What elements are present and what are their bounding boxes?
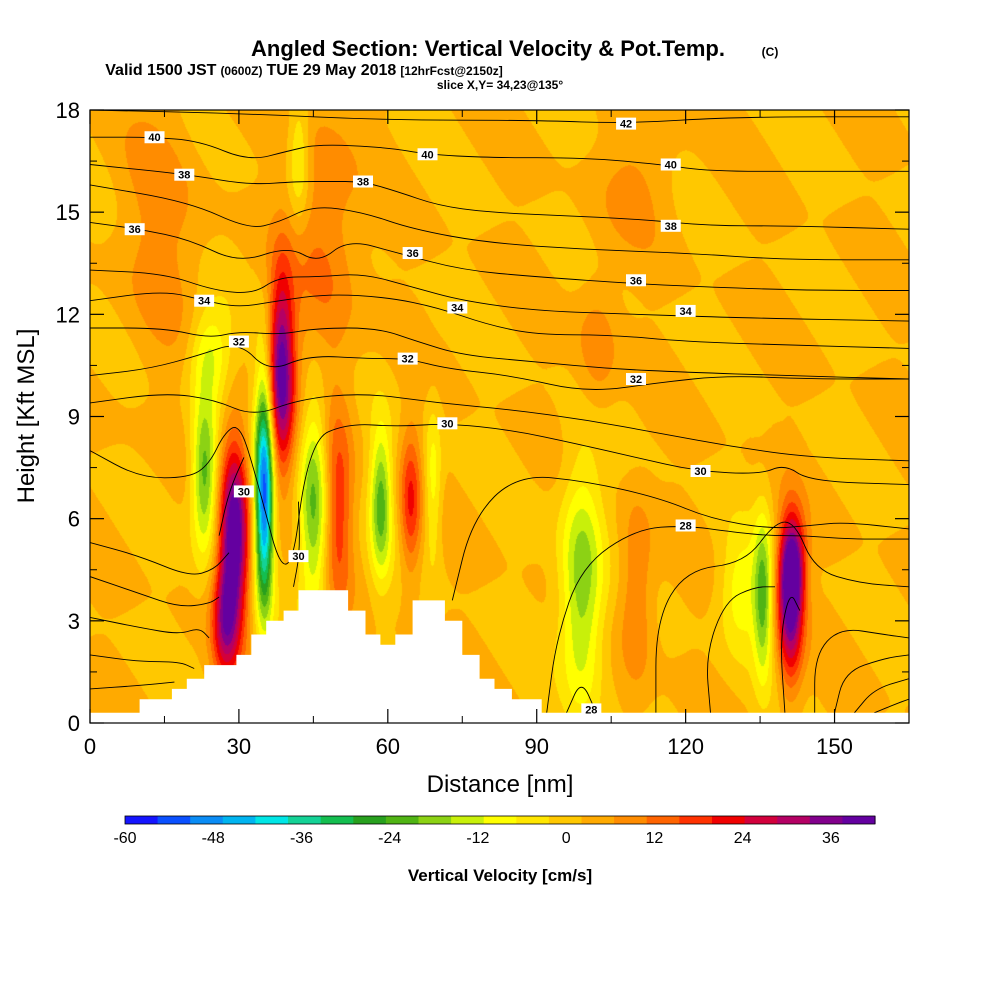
vertical-velocity-field [90, 110, 909, 723]
contour-label: 34 [198, 296, 211, 308]
colorbar-swatch [614, 816, 647, 824]
colorbar-swatch [842, 816, 875, 824]
y-tick-label: 18 [56, 98, 80, 123]
colorbar-tick-label: 24 [734, 830, 752, 847]
y-tick-label: 0 [68, 711, 80, 736]
contour-label: 32 [630, 374, 642, 386]
colorbar-swatch [712, 816, 745, 824]
x-axis-label: Distance [nm] [427, 771, 574, 798]
contour-label: 32 [233, 337, 245, 349]
colorbar-swatch [549, 816, 582, 824]
chart-title: Angled Section: Vertical Velocity & Pot.… [251, 36, 725, 61]
contour-label: 34 [680, 306, 693, 318]
valid-time-line: Valid 1500 JST (0600Z) TUE 29 May 2018 [12h… [105, 62, 503, 79]
contour-label: 38 [665, 221, 677, 233]
figure: Angled Section: Vertical Velocity & Pot.… [0, 0, 1000, 1000]
colorbar-tick-label: 0 [562, 830, 571, 847]
contour-label: 40 [421, 149, 433, 161]
colorbar-swatch [158, 816, 191, 824]
colorbar-swatch [516, 816, 549, 824]
colorbar-swatch [647, 816, 680, 824]
contour-label: 40 [665, 159, 677, 171]
contour-label: 38 [357, 177, 369, 189]
colorbar-swatch [745, 816, 778, 824]
contour-label: 30 [238, 486, 250, 498]
colorbar-swatch [451, 816, 484, 824]
x-tick-label: 90 [524, 734, 548, 759]
colorbar-swatch [353, 816, 386, 824]
colorbar-tick-label: 12 [646, 830, 664, 847]
colorbar-swatch [810, 816, 843, 824]
colorbar-label: Vertical Velocity [cm/s] [408, 866, 592, 885]
colorbar-swatch [484, 816, 517, 824]
contour-label: 36 [407, 248, 419, 260]
x-tick-label: 150 [816, 734, 853, 759]
x-tick-label: 60 [376, 734, 400, 759]
colorbar-tick-label: -60 [113, 830, 136, 847]
colorbar-swatch [288, 816, 321, 824]
contour-label: 36 [129, 224, 141, 236]
y-tick-label: 15 [56, 200, 80, 225]
colorbar-swatch [255, 816, 288, 824]
colorbar-swatch [386, 816, 419, 824]
y-tick-label: 9 [68, 405, 80, 430]
valid-prefix: Valid 1500 JST [105, 62, 216, 79]
colorbar-tick-label: -24 [378, 830, 401, 847]
colorbar-swatch [777, 816, 810, 824]
y-axis-label: Height [Kft MSL] [13, 329, 40, 504]
y-tick-label: 6 [68, 507, 80, 532]
contour-label: 30 [694, 466, 706, 478]
colorbar-tick-labels: -60 -48 -36 -24 -12 0 12 24 36 [113, 830, 839, 847]
y-tick-label: 3 [68, 609, 80, 634]
contour-label: 38 [178, 170, 190, 182]
colorbar [125, 816, 876, 824]
colorbar-swatch [419, 816, 452, 824]
colorbar-tick-label: 36 [822, 830, 840, 847]
colorbar-tick-label: -48 [202, 830, 225, 847]
colorbar-swatch [321, 816, 354, 824]
contour-label: 40 [148, 132, 160, 144]
x-tick-label: 30 [227, 734, 251, 759]
contour-label: 28 [680, 520, 692, 532]
colorbar-tick-label: -12 [466, 830, 489, 847]
utc-time: (0600Z) [220, 64, 262, 78]
x-tick-label: 120 [667, 734, 704, 759]
colorbar-tick-label: -36 [290, 830, 313, 847]
contour-label: 32 [402, 354, 414, 366]
colorbar-swatch [679, 816, 712, 824]
slice-info: slice X,Y= 34,23@135° [437, 78, 563, 92]
contour-label: 34 [451, 303, 464, 315]
contour-label: 30 [441, 418, 453, 430]
forecast-info: [12hrFcst@2150z] [400, 64, 502, 78]
valid-date: TUE 29 May 2018 [266, 62, 396, 79]
colorbar-swatch [190, 816, 223, 824]
colorbar-swatch [125, 816, 158, 824]
copyright-mark: (C) [762, 45, 779, 59]
contour-label: 36 [630, 275, 642, 287]
contour-label: 30 [292, 551, 304, 563]
x-tick-label: 0 [84, 734, 96, 759]
contour-label: 28 [585, 704, 597, 716]
colorbar-swatch [223, 816, 256, 824]
colorbar-swatch [582, 816, 615, 824]
contour-label: 42 [620, 119, 632, 131]
plot-area: 42 40 40 40 38 38 38 36 36 36 34 34 34 32 32 32 30 30 30 30… [90, 110, 909, 728]
y-tick-label: 12 [56, 302, 80, 327]
